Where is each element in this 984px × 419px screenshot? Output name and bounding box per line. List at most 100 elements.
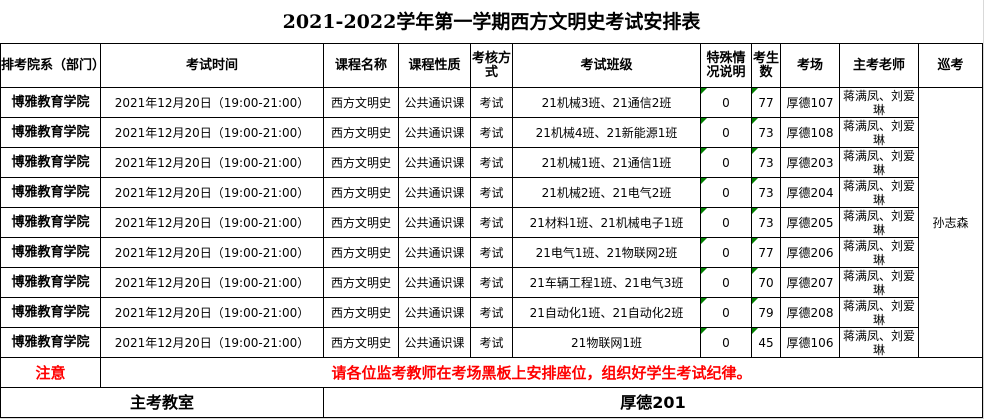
cell-dept[interactable]: 博雅教育学院: [0, 327, 101, 358]
cell-count[interactable]: 45: [751, 327, 781, 358]
cell-classes[interactable]: 21机械2班、21电气2班: [512, 177, 701, 208]
note-label[interactable]: 注意: [0, 357, 101, 388]
cell-course[interactable]: 西方文明史: [323, 267, 399, 298]
cell-special[interactable]: 0: [700, 237, 752, 268]
cell-special[interactable]: 0: [700, 87, 752, 118]
cell-room[interactable]: 厚德207: [780, 267, 840, 298]
header-course-type[interactable]: 课程性质: [398, 43, 471, 88]
cell-classes[interactable]: 21自动化1班、21自动化2班: [512, 297, 701, 328]
cell-method[interactable]: 考试: [470, 327, 513, 358]
cell-dept[interactable]: 博雅教育学院: [0, 237, 101, 268]
cell-room[interactable]: 厚德107: [780, 87, 840, 118]
cell-method[interactable]: 考试: [470, 237, 513, 268]
cell-special[interactable]: 0: [700, 267, 752, 298]
cell-dept[interactable]: 博雅教育学院: [0, 147, 101, 178]
cell-course[interactable]: 西方文明史: [323, 117, 399, 148]
cell-special[interactable]: 0: [700, 297, 752, 328]
cell-method[interactable]: 考试: [470, 117, 513, 148]
cell-time[interactable]: 2021年12月20日（19:00-21:00）: [100, 207, 324, 238]
cell-room[interactable]: 厚德106: [780, 327, 840, 358]
cell-classes[interactable]: 21机械3班、21通信2班: [512, 87, 701, 118]
cell-room[interactable]: 厚德204: [780, 177, 840, 208]
note-text[interactable]: 请各位监考教师在考场黑板上安排座位，组织好学生考试纪律。: [100, 357, 983, 388]
cell-teacher[interactable]: 蒋满凤、刘爱琳: [839, 327, 919, 358]
cell-dept[interactable]: 博雅教育学院: [0, 177, 101, 208]
cell-classes[interactable]: 21物联网1班: [512, 327, 701, 358]
cell-type[interactable]: 公共通识课: [398, 177, 471, 208]
cell-type[interactable]: 公共通识课: [398, 267, 471, 298]
cell-count[interactable]: 77: [751, 87, 781, 118]
cell-count[interactable]: 73: [751, 147, 781, 178]
cell-method[interactable]: 考试: [470, 87, 513, 118]
cell-method[interactable]: 考试: [470, 267, 513, 298]
cell-time[interactable]: 2021年12月20日（19:00-21:00）: [100, 87, 324, 118]
cell-special[interactable]: 0: [700, 117, 752, 148]
header-exam-room[interactable]: 考场: [780, 43, 840, 88]
header-chief-examiner[interactable]: 主考老师: [839, 43, 919, 88]
header-special-notes[interactable]: 特殊情况说明: [700, 43, 752, 88]
cell-method[interactable]: 考试: [470, 207, 513, 238]
cell-teacher[interactable]: 蒋满凤、刘爱琳: [839, 87, 919, 118]
cell-course[interactable]: 西方文明史: [323, 327, 399, 358]
cell-count[interactable]: 73: [751, 207, 781, 238]
cell-special[interactable]: 0: [700, 207, 752, 238]
cell-special[interactable]: 0: [700, 147, 752, 178]
cell-room[interactable]: 厚德205: [780, 207, 840, 238]
cell-special[interactable]: 0: [700, 177, 752, 208]
cell-course[interactable]: 西方文明史: [323, 207, 399, 238]
cell-classes[interactable]: 21电气1班、21物联网2班: [512, 237, 701, 268]
cell-room[interactable]: 厚德206: [780, 237, 840, 268]
cell-course[interactable]: 西方文明史: [323, 87, 399, 118]
cell-type[interactable]: 公共通识课: [398, 117, 471, 148]
cell-time[interactable]: 2021年12月20日（19:00-21:00）: [100, 327, 324, 358]
cell-time[interactable]: 2021年12月20日（19:00-21:00）: [100, 267, 324, 298]
cell-time[interactable]: 2021年12月20日（19:00-21:00）: [100, 177, 324, 208]
cell-type[interactable]: 公共通识课: [398, 327, 471, 358]
main-room-value[interactable]: 厚德201: [323, 387, 983, 418]
cell-dept[interactable]: 博雅教育学院: [0, 297, 101, 328]
header-patrol[interactable]: 巡考: [918, 43, 983, 88]
cell-method[interactable]: 考试: [470, 297, 513, 328]
cell-time[interactable]: 2021年12月20日（19:00-21:00）: [100, 147, 324, 178]
sheet-title[interactable]: 2021-2022学年第一学期西方文明史考试安排表: [0, 0, 983, 44]
cell-type[interactable]: 公共通识课: [398, 147, 471, 178]
cell-type[interactable]: 公共通识课: [398, 237, 471, 268]
cell-teacher[interactable]: 蒋满凤、刘爱琳: [839, 237, 919, 268]
cell-teacher[interactable]: 蒋满凤、刘爱琳: [839, 147, 919, 178]
cell-count[interactable]: 77: [751, 237, 781, 268]
header-student-count[interactable]: 考生数: [751, 43, 781, 88]
cell-course[interactable]: 西方文明史: [323, 147, 399, 178]
cell-classes[interactable]: 21材料1班、21机械电子1班: [512, 207, 701, 238]
cell-teacher[interactable]: 蒋满凤、刘爱琳: [839, 207, 919, 238]
cell-type[interactable]: 公共通识课: [398, 297, 471, 328]
cell-dept[interactable]: 博雅教育学院: [0, 207, 101, 238]
cell-teacher[interactable]: 蒋满凤、刘爱琳: [839, 117, 919, 148]
header-classes[interactable]: 考试班级: [512, 43, 701, 88]
header-department[interactable]: 排考院系（部门）: [0, 43, 101, 88]
cell-course[interactable]: 西方文明史: [323, 237, 399, 268]
cell-type[interactable]: 公共通识课: [398, 207, 471, 238]
cell-classes[interactable]: 21机械1班、21通信1班: [512, 147, 701, 178]
cell-count[interactable]: 73: [751, 117, 781, 148]
cell-time[interactable]: 2021年12月20日（19:00-21:00）: [100, 117, 324, 148]
cell-time[interactable]: 2021年12月20日（19:00-21:00）: [100, 237, 324, 268]
cell-method[interactable]: 考试: [470, 177, 513, 208]
cell-count[interactable]: 70: [751, 267, 781, 298]
cell-classes[interactable]: 21车辆工程1班、21电气3班: [512, 267, 701, 298]
header-course-name[interactable]: 课程名称: [323, 43, 399, 88]
cell-teacher[interactable]: 蒋满凤、刘爱琳: [839, 297, 919, 328]
cell-type[interactable]: 公共通识课: [398, 87, 471, 118]
header-exam-time[interactable]: 考试时间: [100, 43, 324, 88]
header-exam-method[interactable]: 考核方式: [470, 43, 513, 88]
cell-room[interactable]: 厚德208: [780, 297, 840, 328]
cell-dept[interactable]: 博雅教育学院: [0, 117, 101, 148]
cell-room[interactable]: 厚德108: [780, 117, 840, 148]
cell-course[interactable]: 西方文明史: [323, 297, 399, 328]
cell-teacher[interactable]: 蒋满凤、刘爱琳: [839, 177, 919, 208]
cell-count[interactable]: 79: [751, 297, 781, 328]
cell-time[interactable]: 2021年12月20日（19:00-21:00）: [100, 297, 324, 328]
cell-dept[interactable]: 博雅教育学院: [0, 267, 101, 298]
cell-patrol[interactable]: 孙志森: [918, 87, 983, 358]
cell-course[interactable]: 西方文明史: [323, 177, 399, 208]
cell-teacher[interactable]: 蒋满凤、刘爱琳: [839, 267, 919, 298]
